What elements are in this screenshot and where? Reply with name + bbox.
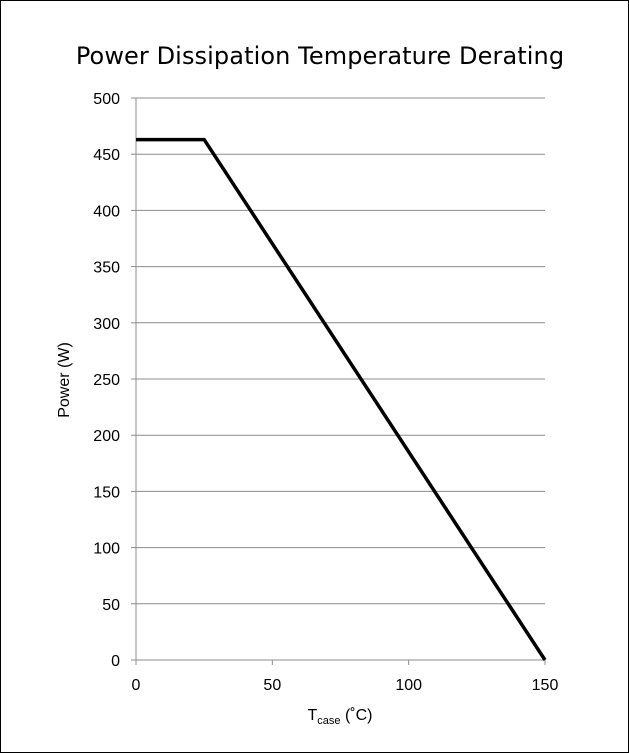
axes xyxy=(131,97,546,665)
y-tick-label-100: 100 xyxy=(93,541,120,558)
x-tick-label-0: 0 xyxy=(132,677,141,694)
y-tick-label-50: 50 xyxy=(102,597,120,614)
y-tick-labels: 0 50 100 150 200 250 300 350 400 450 500 xyxy=(93,91,120,670)
x-axis-label-unit: (˚C) xyxy=(341,707,373,724)
y-tick-label-200: 200 xyxy=(93,428,120,445)
series-group xyxy=(136,137,547,661)
x-axis-label: Tcase (˚C) xyxy=(307,707,372,727)
x-tick-labels: 0 50 100 150 xyxy=(132,677,559,694)
y-tick-label-500: 500 xyxy=(93,91,120,108)
series-line-0 xyxy=(136,137,547,661)
y-tick-label-350: 350 xyxy=(93,260,120,277)
gridlines xyxy=(136,97,545,605)
x-tick-label-50: 50 xyxy=(263,677,281,694)
y-tick-label-250: 250 xyxy=(93,372,120,389)
x-tick-label-100: 100 xyxy=(395,677,422,694)
x-axis-label-sub: case xyxy=(317,715,340,727)
y-tick-label-300: 300 xyxy=(93,316,120,333)
y-tick-label-450: 450 xyxy=(93,147,120,164)
y-tick-label-400: 400 xyxy=(93,203,120,220)
y-tick-label-150: 150 xyxy=(93,484,120,501)
x-axis-label-main: T xyxy=(307,707,317,724)
y-axis-label: Power (W) xyxy=(56,342,73,418)
chart-title: Power Dissipation Temperature Derating xyxy=(75,42,565,70)
x-tick-label-150: 150 xyxy=(532,677,559,694)
y-tick-label-0: 0 xyxy=(111,653,120,670)
